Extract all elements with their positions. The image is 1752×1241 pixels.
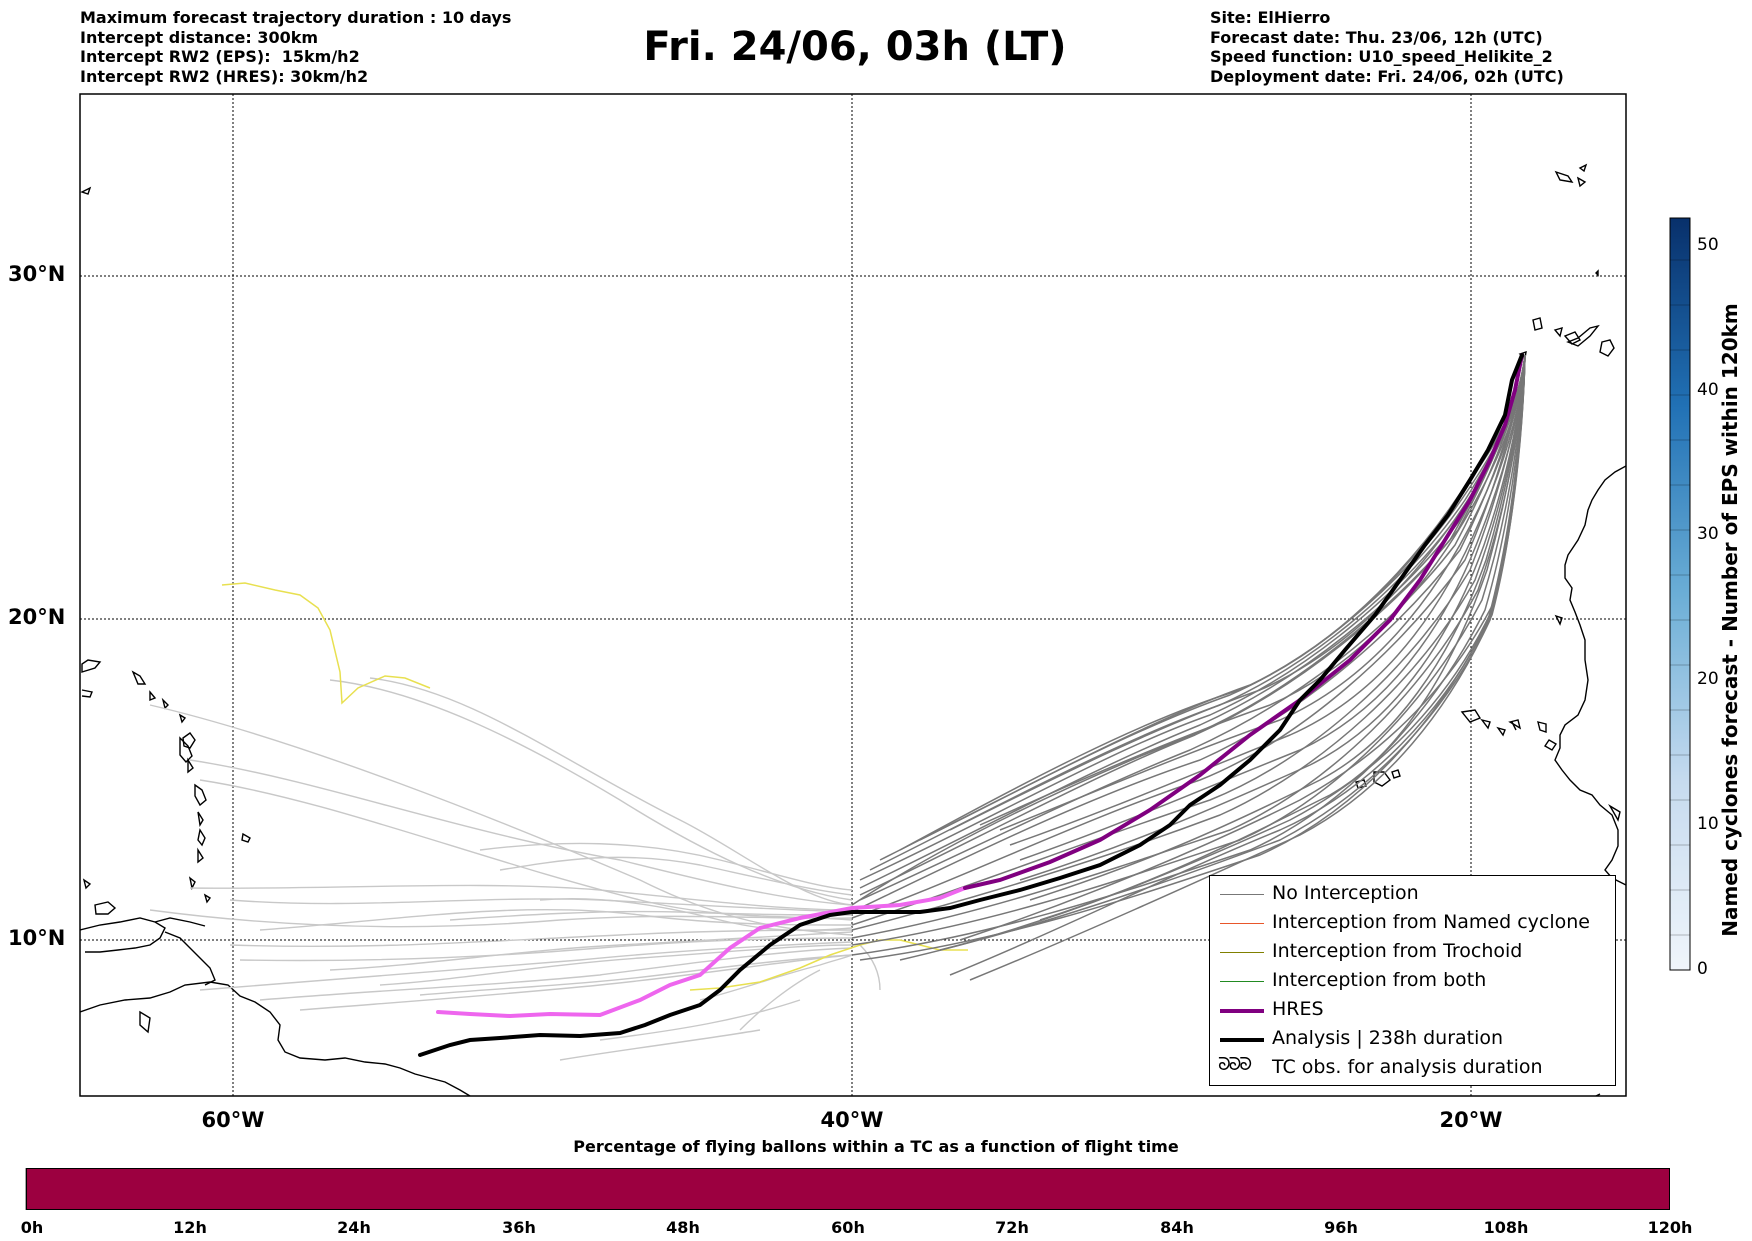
trajectories-light	[149, 677, 881, 1061]
site-information: Site: ElHierro Forecast date: Thu. 23/06,…	[1210, 8, 1564, 86]
site-info-line-0: Site: ElHierro	[1210, 8, 1331, 27]
legend-item-analysis: Analysis | 238h duration	[1210, 1027, 1615, 1053]
timeline-tick-24h: 24h	[337, 1218, 371, 1237]
colorbar	[1669, 217, 1691, 971]
latitude-label-30n: 30°N	[8, 262, 66, 286]
colorbar-tick-20: 20	[1697, 669, 1719, 689]
timeline-tick-108h: 108h	[1483, 1218, 1529, 1237]
trajectory-yellow	[221, 582, 968, 991]
map-frame	[79, 93, 1627, 1097]
tc-obs-symbol-icon: ᘐᘐᘐ	[1218, 1054, 1252, 1075]
site-info-line-2: Speed function: U10_speed_Helikite_2	[1210, 47, 1553, 66]
timeline-tick-36h: 36h	[502, 1218, 536, 1237]
colorbar-tick-10: 10	[1697, 814, 1719, 834]
longitude-label-40w: 40°W	[820, 1108, 884, 1132]
trajectory-analysis	[418, 353, 1524, 1057]
trajectories-no-interception	[851, 354, 1526, 981]
colorbar-tick-30: 30	[1697, 524, 1719, 544]
forecast-parameter-line-1: Intercept distance: 300km	[80, 27, 319, 47]
timeline-bar	[26, 1168, 1670, 1210]
longitude-label-20w: 20°W	[1439, 1108, 1503, 1132]
longitude-label-60w: 60°W	[201, 1108, 265, 1132]
timeline-title: Percentage of flying ballons within a TC…	[573, 1137, 1179, 1156]
timeline-tick-0h: 0h	[20, 1218, 44, 1237]
colorbar-tick-40: 40	[1697, 380, 1719, 400]
colorbar-tick-0: 0	[1697, 959, 1708, 979]
timeline-tick-60h: 60h	[831, 1218, 865, 1237]
forecast-parameter-line-0: Maximum forecast trajectory duration : 1…	[80, 8, 512, 27]
timeline-tick-120h: 120h	[1647, 1218, 1693, 1237]
timeline-tick-84h: 84h	[1160, 1218, 1194, 1237]
hres-past-segment	[436, 886, 967, 1019]
legend-item-named-cyclone: Interception from Named cyclone	[1210, 911, 1615, 937]
legend-item-hres: HRES	[1210, 998, 1615, 1024]
site-info-line-3: Deployment date: Fri. 24/06, 02h (UTC)	[1210, 66, 1564, 86]
timeline-tick-96h: 96h	[1324, 1218, 1358, 1237]
latitude-label-10n: 10°N	[8, 926, 66, 950]
legend-item-both: Interception from both	[1210, 969, 1615, 995]
hres-future-segment	[963, 353, 1524, 890]
site-info-line-1: Forecast date: Thu. 23/06, 12h (UTC)	[1210, 27, 1543, 47]
timeline-tick-48h: 48h	[666, 1218, 700, 1237]
legend-item-tc-obs: ᘐᘐᘐ TC obs. for analysis duration	[1218, 1054, 1543, 1078]
legend-item-trochoid: Interception from Trochoid	[1210, 940, 1615, 966]
colorbar-label: Named cyclones forecast - Number of EPS …	[1718, 303, 1742, 937]
forecast-parameters: Maximum forecast trajectory duration : 1…	[80, 8, 511, 86]
timeline-tick-12h: 12h	[173, 1218, 207, 1237]
forecast-parameter-line-2: Intercept RW2 (EPS): 15km/h2	[80, 47, 360, 66]
forecast-parameter-line-3: Intercept RW2 (HRES): 30km/h2	[80, 66, 369, 86]
trajectory-hres	[436, 353, 1524, 1019]
page-title: Fri. 24/06, 03h (LT)	[643, 24, 1067, 70]
map-legend: No Interception Interception from Named …	[1209, 875, 1616, 1086]
coastlines	[80, 163, 1626, 1096]
timeline-tick-72h: 72h	[995, 1218, 1029, 1237]
latitude-label-20n: 20°N	[8, 605, 66, 629]
colorbar-tick-50: 50	[1697, 235, 1719, 255]
legend-item-no-interception: No Interception	[1210, 882, 1615, 908]
